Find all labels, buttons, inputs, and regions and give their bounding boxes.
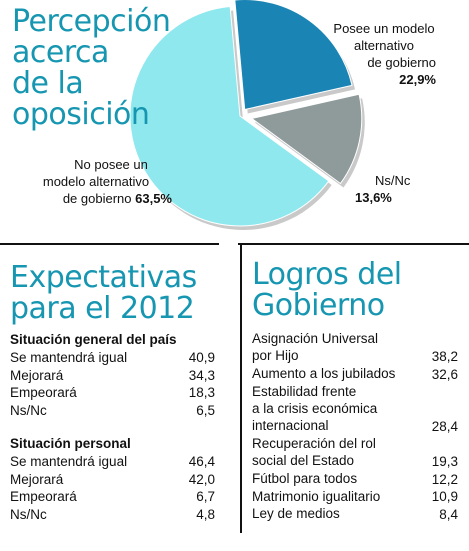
- logro-label: Estabilidad frente a la crisis económica i…: [252, 383, 432, 434]
- logro-label-line: Aumento a los jubilados: [252, 366, 396, 381]
- stat-label: Empeorará: [10, 489, 77, 504]
- logro-label-line: a la crisis económica: [252, 400, 378, 416]
- stat-row: Mejorará 42,0: [10, 471, 215, 488]
- logro-value: 38,2: [431, 349, 458, 364]
- stat-value: 40,9: [188, 350, 215, 365]
- logro-label-line: Estabilidad frente: [252, 383, 357, 399]
- pie-label-value: 13,6%: [355, 190, 392, 205]
- logros-title-line: Logros del: [252, 257, 402, 292]
- logro-label: Matrimonio igualitario: [252, 488, 432, 505]
- expectativas-title-line: para el 2012: [10, 291, 195, 326]
- pie-label-value: 63,5%: [135, 191, 172, 206]
- pie-label-line: modelo alternativo: [42, 174, 150, 189]
- pie-label-line: de gobierno 63,5%: [20, 190, 172, 207]
- logro-label-line: Fútbol para todos: [252, 471, 358, 486]
- logro-label: Asignación Universal por Hijo: [252, 330, 432, 364]
- logro-label: Aumento a los jubilados: [252, 365, 432, 382]
- general-heading: Situación general del país: [10, 332, 177, 347]
- logro-row: Fútbol para todos 12,2: [252, 470, 458, 488]
- divider: [240, 243, 242, 533]
- stat-label: Mejorará: [10, 367, 64, 383]
- pie-chart: [129, 0, 365, 230]
- pie-title-line: oposición: [12, 97, 150, 132]
- logro-label: Recuperación del rol social del Estado: [252, 435, 432, 469]
- expectativas-title: Expectativas para el 2012: [10, 262, 197, 324]
- logro-row: Matrimonio igualitario 10,9: [252, 488, 458, 506]
- stat-value: 6,5: [196, 402, 215, 418]
- pie-label-line: de gobierno: [62, 191, 132, 206]
- pie-title-line: Percepción: [12, 4, 171, 39]
- logro-label-line: Matrimonio igualitario: [252, 488, 381, 504]
- pie-label-noposee: No posee un modelo alternativo de gobier…: [20, 156, 172, 207]
- pie-title-line: de la: [12, 66, 84, 101]
- pie-label-value: 22,9%: [399, 72, 436, 87]
- stat-value: 42,0: [188, 471, 215, 487]
- logros-title-line: Gobierno: [252, 288, 385, 323]
- stat-label: Se mantendrá igual: [10, 350, 128, 365]
- stat-row: Ns/Nc 4,8: [10, 506, 215, 523]
- logro-label-line: Ley de medios: [252, 506, 340, 521]
- logro-label-line: social del Estado: [252, 453, 355, 468]
- stat-label: Ns/Nc: [10, 506, 47, 522]
- pie-title-line: acerca: [12, 35, 109, 70]
- logro-value: 10,9: [431, 489, 458, 504]
- logro-value: 19,3: [431, 454, 458, 469]
- stat-row: Empeorará 18,3: [10, 384, 215, 401]
- divider: [238, 243, 469, 245]
- stat-row: Ns/Nc 6,5: [10, 402, 215, 419]
- pie-label-line: No posee un: [74, 157, 148, 172]
- stat-row: Mejorará 34,3: [10, 367, 215, 384]
- logros-title: Logros del Gobierno: [252, 259, 402, 321]
- pie-slice-nsnc: [250, 93, 363, 185]
- pie-title: Percepción acerca de la oposición: [12, 4, 171, 132]
- stat-row: Empeorará 6,7: [10, 488, 215, 505]
- logro-label-line: Recuperación del rol: [252, 436, 376, 451]
- pie-slice-posee: [234, 0, 353, 111]
- pie-slice-noposee: [129, 5, 330, 227]
- logro-row: Asignación Universal por Hijo 38,2: [252, 330, 458, 365]
- logro-label: Ley de medios: [252, 505, 432, 522]
- pie-label-line: alternativo: [354, 38, 414, 53]
- personal-heading: Situación personal: [10, 436, 131, 451]
- stat-label: Empeorará: [10, 385, 77, 400]
- pie-label-line: Ns/Nc: [375, 173, 411, 188]
- stat-value: 6,7: [196, 489, 215, 504]
- logro-value: 32,6: [431, 366, 458, 382]
- stat-value: 4,8: [196, 506, 215, 522]
- stat-value: 46,4: [188, 454, 215, 469]
- logro-value: 12,2: [431, 471, 458, 487]
- logro-row: Ley de medios 8,4: [252, 505, 458, 523]
- stat-label: Se mantendrá igual: [10, 454, 128, 469]
- logro-value: 8,4: [439, 506, 458, 522]
- logro-label-line: Asignación Universal: [252, 331, 379, 346]
- expectativas-title-line: Expectativas: [10, 260, 197, 295]
- stat-label: Ns/Nc: [10, 402, 47, 418]
- logro-row: Aumento a los jubilados 32,6: [252, 365, 458, 383]
- logro-row: Estabilidad frente a la crisis económica i…: [252, 383, 458, 436]
- stat-label: Mejorará: [10, 471, 64, 487]
- divider: [0, 243, 219, 245]
- logro-label-line: internacional: [252, 417, 329, 433]
- logro-row: Recuperación del rol social del Estado 19,…: [252, 435, 458, 470]
- pie-label-line: de gobierno: [367, 55, 436, 70]
- pie-label-posee: Posee un modelo alternativo de gobierno …: [318, 20, 450, 88]
- logro-value: 28,4: [431, 419, 458, 434]
- pie-label-nsnc: Ns/Nc 13,6%: [355, 172, 425, 206]
- logro-label-line: por Hijo: [252, 348, 299, 363]
- logro-label: Fútbol para todos: [252, 470, 432, 487]
- stat-value: 18,3: [188, 385, 215, 400]
- stat-value: 34,3: [188, 367, 215, 383]
- stat-row: Se mantendrá igual 40,9: [10, 349, 215, 366]
- stat-row: Se mantendrá igual 46,4: [10, 453, 215, 470]
- pie-label-line: Posee un modelo: [333, 21, 435, 36]
